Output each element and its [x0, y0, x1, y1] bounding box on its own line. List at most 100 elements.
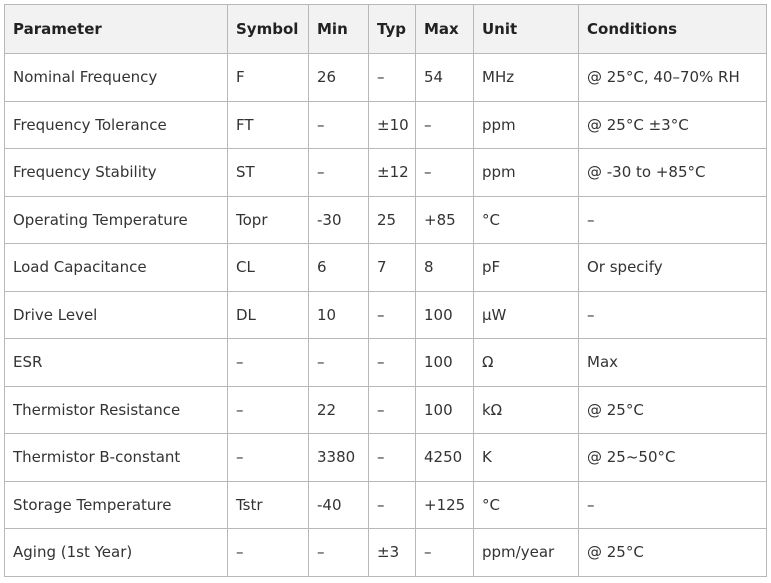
table-row: Operating Temperature Topr -30 25 +85 °C –: [4, 195, 767, 244]
table-cell: Topr: [227, 195, 309, 244]
table-cell: ±12: [368, 148, 416, 197]
table-cell: K: [473, 433, 579, 482]
table-cell: –: [415, 100, 474, 149]
header-cell: Parameter: [4, 4, 228, 54]
table-cell: –: [368, 480, 416, 529]
table-cell: -30: [308, 195, 369, 244]
table-cell: Storage Temperature: [4, 480, 228, 529]
table-cell: –: [308, 338, 369, 387]
table-row: Nominal Frequency F 26–54 MHz @ 25°C, 40–70%…: [4, 53, 767, 102]
table-cell: ±10: [368, 100, 416, 149]
table-cell: –: [308, 148, 369, 197]
table-cell: 7: [368, 243, 416, 292]
table-cell: Frequency Stability: [4, 148, 228, 197]
table-row: Aging (1st Year) – – ±3– ppm/year @ 25°C: [4, 528, 767, 577]
table-cell: –: [368, 338, 416, 387]
header-cell: Typ: [368, 4, 416, 54]
table-cell: 3380: [308, 433, 369, 482]
header-row: Parameter Symbol Min Typ Max Unit Conditions: [4, 4, 767, 54]
table-cell: ±3: [368, 528, 416, 577]
table-cell: Nominal Frequency: [4, 53, 228, 102]
table-cell: MHz: [473, 53, 579, 102]
table-body: Nominal Frequency F 26–54 MHz @ 25°C, 40–70%…: [4, 53, 767, 577]
table-cell: @ 25°C: [578, 528, 767, 577]
header-cell: Symbol: [227, 4, 309, 54]
table-cell: +125: [415, 480, 474, 529]
table-cell: –: [368, 290, 416, 339]
table-cell: Or specify: [578, 243, 767, 292]
table-cell: °C: [473, 480, 579, 529]
header-cell: Conditions: [578, 4, 767, 54]
table-cell: 6: [308, 243, 369, 292]
table-row: Thermistor Resistance –22–100 kΩ @ 25°C: [4, 385, 767, 434]
table-cell: @ 25°C ±3°C: [578, 100, 767, 149]
table-row: Frequency Tolerance FT – ±10– ppm @ 25°C ±3°C: [4, 100, 767, 149]
table-row: Drive Level DL 10–100 μW –: [4, 290, 767, 339]
table-cell: –: [415, 528, 474, 577]
header-cell: Max: [415, 4, 474, 54]
table-cell: 10: [308, 290, 369, 339]
table-cell: ESR: [4, 338, 228, 387]
table-cell: Ω: [473, 338, 579, 387]
table-cell: kΩ: [473, 385, 579, 434]
table-cell: ST: [227, 148, 309, 197]
table-cell: –: [308, 100, 369, 149]
table-cell: –: [227, 433, 309, 482]
table-cell: ppm: [473, 100, 579, 149]
table-cell: 100: [415, 290, 474, 339]
table-cell: 25: [368, 195, 416, 244]
table-cell: 8: [415, 243, 474, 292]
table-cell: F: [227, 53, 309, 102]
table-cell: Thermistor B-constant: [4, 433, 228, 482]
table-cell: ppm/year: [473, 528, 579, 577]
table-cell: DL: [227, 290, 309, 339]
table-cell: @ 25~50°C: [578, 433, 767, 482]
table-cell: @ 25°C: [578, 385, 767, 434]
table-row: Storage Temperature Tstr -40– +125 °C –: [4, 480, 767, 529]
table-cell: 4250: [415, 433, 474, 482]
spec-table: Parameter Symbol Min Typ Max Unit Conditions N…: [4, 4, 767, 577]
table-cell: @ -30 to +85°C: [578, 148, 767, 197]
table-cell: CL: [227, 243, 309, 292]
table-cell: –: [368, 385, 416, 434]
table-cell: +85: [415, 195, 474, 244]
table-cell: Frequency Tolerance: [4, 100, 228, 149]
table-cell: Load Capacitance: [4, 243, 228, 292]
table-cell: Thermistor Resistance: [4, 385, 228, 434]
table-cell: –: [415, 148, 474, 197]
table-cell: Tstr: [227, 480, 309, 529]
table-cell: 100: [415, 338, 474, 387]
table-cell: 100: [415, 385, 474, 434]
table-cell: –: [578, 480, 767, 529]
table-cell: pF: [473, 243, 579, 292]
table-cell: -40: [308, 480, 369, 529]
table-cell: FT: [227, 100, 309, 149]
header-cell: Min: [308, 4, 369, 54]
table-cell: Aging (1st Year): [4, 528, 228, 577]
table-cell: –: [227, 528, 309, 577]
table-row: Frequency Stability ST – ±12– ppm @ -30 to +8…: [4, 148, 767, 197]
table-row: ESR – – –100 Ω Max: [4, 338, 767, 387]
table-cell: –: [368, 53, 416, 102]
table-row: Thermistor B-constant –3380–4250 K @ 25~50°…: [4, 433, 767, 482]
table-cell: –: [308, 528, 369, 577]
table-row: Load Capacitance CL 6 7 8 pF Or specify: [4, 243, 767, 292]
table-cell: Drive Level: [4, 290, 228, 339]
table-cell: ppm: [473, 148, 579, 197]
table-cell: 26: [308, 53, 369, 102]
table-cell: 54: [415, 53, 474, 102]
table-cell: –: [227, 385, 309, 434]
table-cell: Max: [578, 338, 767, 387]
table-cell: –: [578, 290, 767, 339]
table-header: Parameter Symbol Min Typ Max Unit Conditions: [4, 4, 767, 54]
table-cell: μW: [473, 290, 579, 339]
table-cell: @ 25°C, 40–70% RH: [578, 53, 767, 102]
table-cell: –: [227, 338, 309, 387]
table-cell: 22: [308, 385, 369, 434]
table-cell: –: [578, 195, 767, 244]
table-cell: Operating Temperature: [4, 195, 228, 244]
header-cell: Unit: [473, 4, 579, 54]
table-cell: °C: [473, 195, 579, 244]
table-cell: –: [368, 433, 416, 482]
